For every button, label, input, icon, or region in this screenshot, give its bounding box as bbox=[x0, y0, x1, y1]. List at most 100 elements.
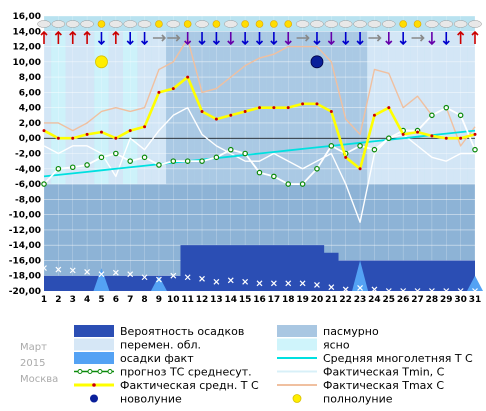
forecast-point bbox=[156, 162, 162, 168]
precip-fact-mark bbox=[93, 268, 110, 291]
forecast-point bbox=[385, 135, 392, 142]
y-tick-label: -14,00 bbox=[9, 241, 41, 251]
x-tick-label: 15 bbox=[239, 295, 252, 305]
x-tick-label: 16 bbox=[253, 295, 266, 305]
probability-marker bbox=[342, 286, 349, 293]
forecast-point bbox=[357, 143, 363, 149]
cloud-icon bbox=[310, 20, 324, 28]
wind-arrow-icon bbox=[327, 32, 335, 46]
wind-arrow-icon bbox=[457, 30, 465, 44]
y-tick-label: 14,00 bbox=[13, 27, 41, 37]
cloud-icon bbox=[453, 20, 468, 28]
legend-swatch-precip-fact bbox=[74, 352, 114, 364]
y-tick-label: -12,00 bbox=[9, 226, 41, 236]
x-tick-label: 1 bbox=[41, 295, 47, 305]
x-tick-label: 10 bbox=[167, 295, 180, 305]
probability-marker bbox=[385, 288, 392, 294]
probability-marker bbox=[84, 268, 91, 275]
forecast-point bbox=[472, 146, 478, 153]
forecast-point bbox=[371, 146, 378, 153]
forecast-point bbox=[256, 169, 263, 176]
legend-label: прогноз ТС среднесут. bbox=[120, 366, 252, 379]
x-tick-label: 29 bbox=[440, 295, 453, 305]
sun-icon bbox=[284, 20, 293, 28]
forecast-point bbox=[242, 150, 248, 157]
fact-mean-point bbox=[186, 75, 190, 79]
cloud-icon bbox=[295, 20, 310, 28]
x-tick-label: 3 bbox=[70, 295, 76, 305]
legend-label: перемен. обл. bbox=[120, 339, 201, 352]
legend-swatch-variable bbox=[74, 338, 114, 351]
precip-fact-mark bbox=[352, 260, 369, 291]
cloud-icon bbox=[468, 20, 482, 28]
forecast-point bbox=[141, 154, 148, 161]
legend-label: осадки факт bbox=[120, 352, 194, 365]
legend-swatch-precip-prob bbox=[74, 325, 114, 337]
wind-arrow-icon bbox=[442, 32, 450, 46]
legend-label: Вероятность осадков bbox=[120, 325, 244, 338]
forecast-point bbox=[429, 112, 435, 119]
forecast-point bbox=[299, 181, 306, 187]
y-tick-label: 2,00 bbox=[19, 119, 41, 129]
probability-marker bbox=[328, 284, 335, 291]
legend-label: Фактическая Tmax С bbox=[323, 379, 444, 392]
y-tick-label: 16,00 bbox=[13, 12, 41, 22]
y-tick-label: 0,00 bbox=[19, 134, 41, 144]
y-tick-label: 12,00 bbox=[13, 43, 41, 53]
wind-arrow-icon bbox=[198, 32, 206, 46]
wind-arrow-icon bbox=[296, 34, 310, 42]
x-tick-label: 9 bbox=[156, 295, 162, 305]
probability-marker bbox=[242, 278, 249, 285]
precip-fact-mark bbox=[467, 275, 483, 291]
x-tick-label: 5 bbox=[98, 295, 104, 305]
fact-mean-point bbox=[99, 130, 103, 134]
x-tick-label: 8 bbox=[141, 295, 147, 305]
fact-mean-point bbox=[344, 155, 348, 159]
wind-arrow-icon bbox=[356, 32, 364, 46]
cloud-icon bbox=[109, 20, 123, 28]
precipitation-layer bbox=[41, 245, 483, 294]
x-tick-label: 11 bbox=[181, 295, 194, 305]
forecast-point bbox=[213, 154, 220, 161]
forecast-point bbox=[227, 146, 234, 153]
cloud-icon bbox=[123, 20, 137, 28]
legend-swatch-clear bbox=[277, 338, 317, 351]
meta-month: Март bbox=[20, 342, 47, 353]
probability-marker bbox=[41, 265, 47, 272]
forecast-point bbox=[84, 162, 90, 168]
x-tick-label: 27 bbox=[411, 295, 424, 305]
forecast-point bbox=[69, 164, 76, 171]
probability-marker bbox=[299, 280, 306, 287]
cloud-icon bbox=[65, 20, 80, 28]
forecast-point bbox=[184, 158, 191, 164]
wind-arrow-icon bbox=[270, 32, 278, 46]
cloud-icon bbox=[425, 20, 439, 28]
fact-mean-point bbox=[200, 109, 204, 113]
wind-arrow-icon bbox=[40, 30, 48, 44]
sun-icon bbox=[270, 20, 278, 28]
probability-marker bbox=[141, 274, 148, 281]
probability-marker bbox=[112, 269, 119, 276]
y-tick-label: 4,00 bbox=[19, 104, 41, 114]
x-tick-label: 4 bbox=[84, 295, 90, 305]
wind-arrow-icon bbox=[313, 32, 321, 46]
x-tick-label: 12 bbox=[196, 295, 209, 305]
x-tick-label: 22 bbox=[339, 295, 352, 305]
cloud-icon bbox=[324, 20, 339, 28]
fact-mean-point bbox=[459, 136, 463, 140]
probability-marker bbox=[472, 288, 478, 294]
legend-swatch-forecast-dot bbox=[77, 369, 83, 374]
x-tick-label: 7 bbox=[127, 295, 133, 305]
probability-marker bbox=[270, 280, 277, 287]
y-tick-label: 10,00 bbox=[13, 58, 41, 68]
x-tick-label: 6 bbox=[113, 295, 119, 305]
fact-mean-point bbox=[229, 113, 233, 117]
x-tick-label: 21 bbox=[325, 295, 338, 305]
sun-icon bbox=[255, 20, 264, 28]
probability-marker bbox=[371, 286, 378, 293]
y-tick-label: -2,00 bbox=[15, 150, 41, 160]
fact-mean-point bbox=[114, 136, 118, 140]
fact-mean-point bbox=[258, 106, 261, 110]
probability-marker bbox=[213, 278, 220, 285]
fact-mean-point bbox=[56, 136, 60, 140]
